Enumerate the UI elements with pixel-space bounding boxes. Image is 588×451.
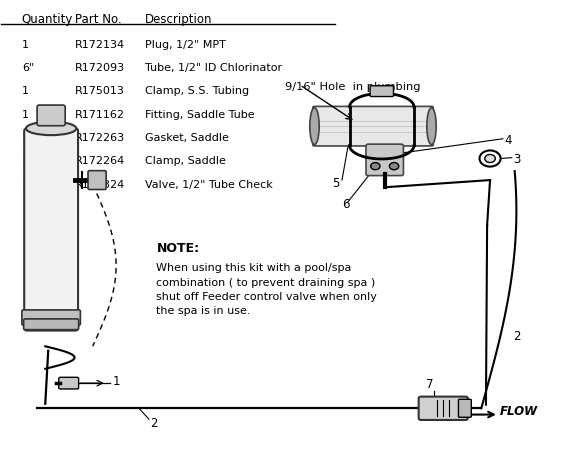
Text: R172134: R172134	[75, 40, 125, 50]
Circle shape	[370, 163, 380, 170]
Ellipse shape	[26, 122, 76, 136]
Text: 1: 1	[22, 133, 29, 143]
Text: 6": 6"	[22, 63, 34, 73]
Text: 7: 7	[426, 377, 433, 391]
Text: R172324: R172324	[75, 179, 125, 189]
Text: Quantity: Quantity	[22, 13, 74, 26]
FancyBboxPatch shape	[313, 107, 433, 147]
Text: NOTE:: NOTE:	[156, 241, 199, 254]
Text: 1: 1	[22, 110, 29, 120]
Text: Tube, 1/2" ID Chlorinator: Tube, 1/2" ID Chlorinator	[145, 63, 282, 73]
Text: 3: 3	[513, 153, 521, 166]
Circle shape	[485, 155, 495, 163]
FancyBboxPatch shape	[419, 397, 468, 420]
Text: Part No.: Part No.	[75, 13, 121, 26]
FancyBboxPatch shape	[37, 106, 65, 126]
FancyBboxPatch shape	[370, 87, 393, 97]
Text: R172263: R172263	[75, 133, 125, 143]
Text: 1: 1	[22, 179, 29, 189]
Text: 9/16" Hole  in plumbing: 9/16" Hole in plumbing	[285, 82, 421, 92]
Text: 5: 5	[332, 176, 339, 189]
Text: When using this kit with a pool/spa
combination ( to prevent draining spa )
shut: When using this kit with a pool/spa comb…	[156, 262, 377, 316]
Text: 2: 2	[513, 329, 521, 342]
Text: FLOW: FLOW	[500, 405, 538, 418]
Text: R172093: R172093	[75, 63, 125, 73]
FancyBboxPatch shape	[24, 319, 79, 330]
Text: Fitting, Saddle Tube: Fitting, Saddle Tube	[145, 110, 255, 120]
Text: Description: Description	[145, 13, 212, 26]
Ellipse shape	[310, 109, 319, 145]
FancyBboxPatch shape	[22, 310, 81, 326]
Text: 4: 4	[505, 134, 512, 147]
FancyBboxPatch shape	[24, 129, 78, 331]
Text: 2: 2	[151, 416, 158, 429]
Text: Clamp, S.S. Tubing: Clamp, S.S. Tubing	[145, 86, 249, 96]
Circle shape	[480, 151, 500, 167]
FancyBboxPatch shape	[366, 145, 403, 176]
Text: 1: 1	[22, 86, 29, 96]
Text: R171162: R171162	[75, 110, 125, 120]
Text: 1: 1	[112, 374, 120, 387]
Text: R172264: R172264	[75, 156, 125, 166]
Text: Clamp, Saddle: Clamp, Saddle	[145, 156, 226, 166]
FancyBboxPatch shape	[88, 171, 106, 190]
Text: Plug, 1/2" MPT: Plug, 1/2" MPT	[145, 40, 226, 50]
Text: 1: 1	[22, 40, 29, 50]
FancyBboxPatch shape	[459, 400, 472, 417]
Text: Gasket, Saddle: Gasket, Saddle	[145, 133, 229, 143]
Text: 1: 1	[22, 156, 29, 166]
Text: Valve, 1/2" Tube Check: Valve, 1/2" Tube Check	[145, 179, 272, 189]
Circle shape	[389, 163, 399, 170]
Text: 6: 6	[342, 198, 349, 211]
Ellipse shape	[427, 109, 436, 145]
Text: R175013: R175013	[75, 86, 125, 96]
FancyBboxPatch shape	[59, 377, 79, 389]
